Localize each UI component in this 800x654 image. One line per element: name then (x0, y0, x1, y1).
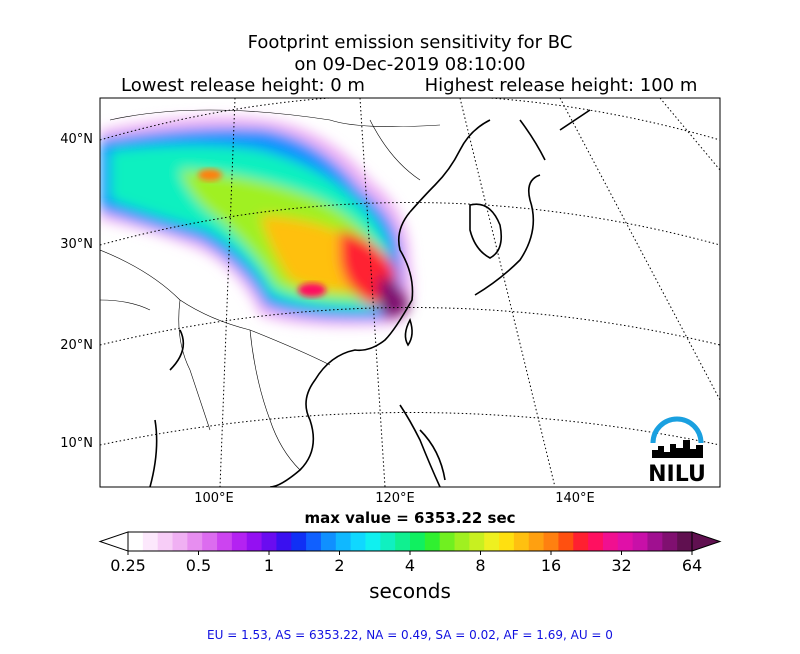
colorbar-tick-label: 64 (682, 556, 702, 575)
colorbar-segment (662, 532, 678, 551)
graticule (100, 98, 720, 487)
colorbar-segment (424, 532, 441, 551)
colorbar-segment (320, 532, 337, 551)
colorbar-segment (306, 532, 322, 551)
colorbar-segment (128, 532, 144, 551)
colorbar-segment (677, 532, 693, 551)
colorbar-tick-label: 2 (334, 556, 344, 575)
colorbar-segment (291, 532, 307, 551)
release-high: Highest release height: 100 m (425, 75, 698, 96)
colorbar-tick-label: 4 (405, 556, 415, 575)
colorbar-segment (454, 532, 470, 551)
colorbar: 0.25 0.5 1 2 4 8 16 32 64 (98, 531, 722, 575)
colorbar-segment (513, 532, 530, 551)
colorbar-segment (276, 532, 292, 551)
colorbar-segment (365, 532, 381, 551)
colorbar-extend (98, 531, 129, 552)
colorbar-extend (691, 531, 722, 552)
nilu-logo: NILU (648, 416, 706, 487)
lon-label: 140°E (555, 491, 595, 506)
colorbar-segment (617, 532, 634, 551)
colorbar-tick-label: 0.5 (186, 556, 211, 575)
lat-label: 10°N (60, 436, 93, 451)
colorbar-segment (558, 532, 574, 551)
colorbar-segment (202, 532, 218, 551)
colorbar-tick-label: 0.25 (110, 556, 146, 575)
colorbar-segment (350, 532, 366, 551)
colorbar-segment (528, 532, 545, 551)
colorbar-segment (588, 532, 604, 551)
colorbar-segment (469, 532, 485, 551)
colorbar-segment (172, 532, 188, 551)
max-value: max value = 6353.22 sec (304, 509, 515, 527)
title-line: Footprint emission sensitivity for BC (248, 32, 573, 53)
colorbar-label: seconds (369, 579, 451, 603)
colorbar-segment (484, 532, 500, 551)
map (100, 98, 720, 487)
colorbar-segment (543, 532, 559, 551)
map-frame (99, 97, 721, 488)
lon-label: 120°E (375, 491, 415, 506)
colorbar-segment (499, 532, 515, 551)
release-low: Lowest release height: 0 m (121, 75, 365, 96)
colorbar-segment (217, 532, 233, 551)
colorbar-tick-label: 8 (475, 556, 485, 575)
colorbar-segment (231, 532, 248, 551)
lat-label: 30°N (60, 237, 93, 252)
colorbar-segment (187, 532, 203, 551)
colorbar-segment (647, 532, 663, 551)
colorbar-segment (380, 532, 396, 551)
colorbar-segment (157, 532, 174, 551)
logo-text: NILU (648, 462, 706, 487)
colorbar-segment (261, 532, 277, 551)
colorbar-segment (632, 532, 648, 551)
colorbar-segment (246, 532, 263, 551)
lat-label: 20°N (60, 338, 93, 353)
colorbar-segment (573, 532, 589, 551)
colorbar-segment (602, 532, 619, 551)
colorbar-tick-label: 32 (611, 556, 631, 575)
colorbar-segment (410, 532, 426, 551)
footer: EU = 1.53, AS = 6353.22, NA = 0.49, SA =… (207, 628, 613, 642)
colorbar-tick-label: 1 (264, 556, 274, 575)
lon-label: 100°E (194, 491, 234, 506)
borders (100, 109, 441, 471)
colorbar-segment (142, 532, 159, 551)
colorbar-segment (395, 532, 411, 551)
lat-label: 40°N (60, 132, 93, 147)
colorbar-segment (439, 532, 456, 551)
plume (100, 116, 413, 327)
colorbar-segment (335, 532, 352, 551)
coastline (149, 109, 591, 487)
title-line: on 09-Dec-2019 08:10:00 (294, 54, 525, 75)
colorbar-tick-label: 16 (541, 556, 561, 575)
